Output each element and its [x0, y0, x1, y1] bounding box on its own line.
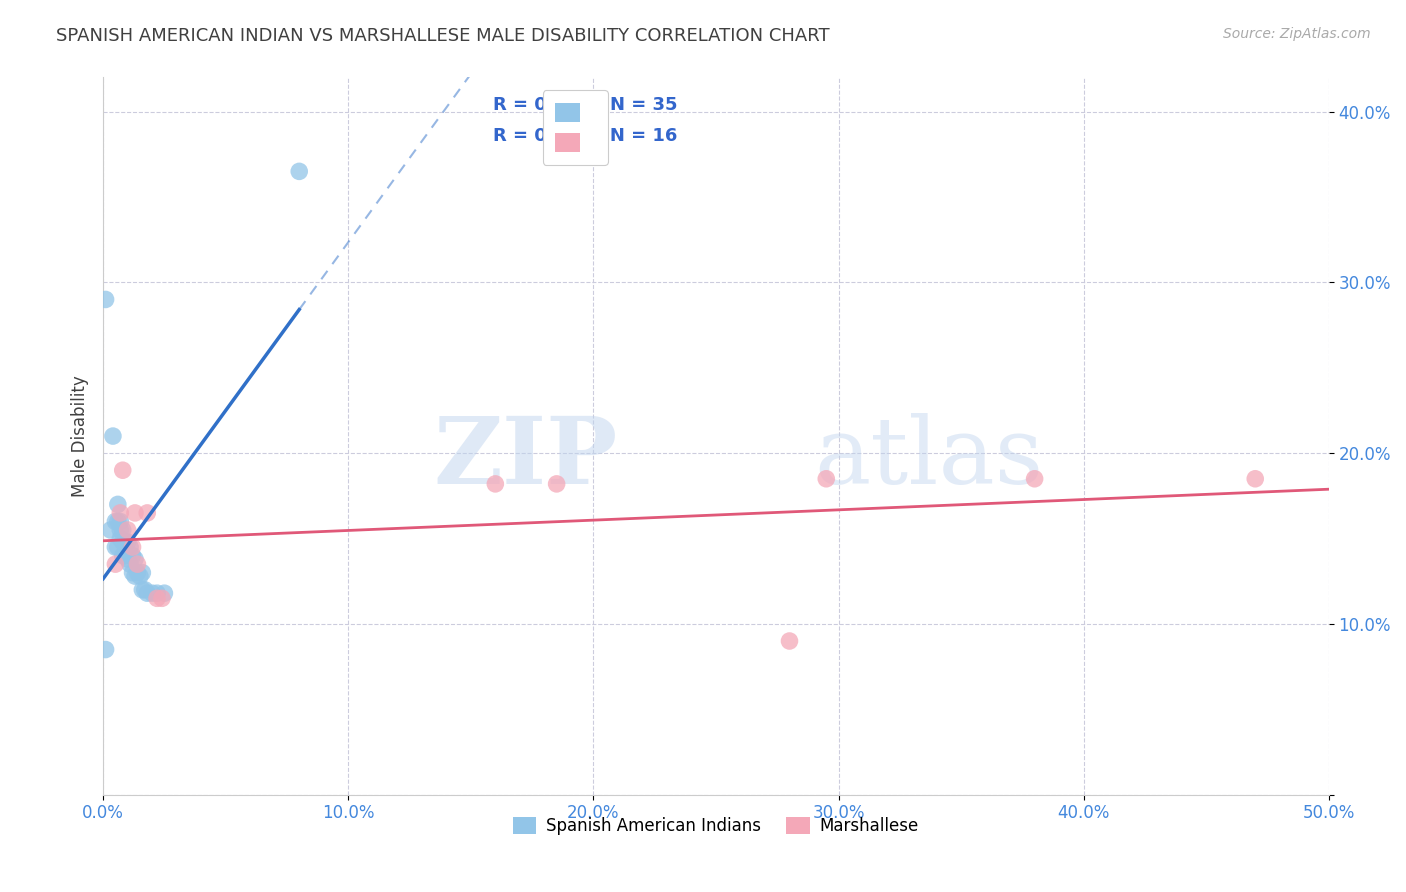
Legend: Spanish American Indians, Marshallese: Spanish American Indians, Marshallese [505, 809, 927, 844]
Point [104, 540, 127, 554]
Point [117, 523, 139, 537]
Point [288, 164, 311, 178]
Point [100, 523, 122, 537]
Point [104, 515, 127, 529]
Point [1244, 472, 1267, 486]
Point [117, 535, 139, 549]
Point [146, 586, 169, 600]
Point [136, 506, 159, 520]
Text: atlas: atlas [814, 413, 1043, 502]
Point [124, 506, 146, 520]
Point [94, 642, 117, 657]
Point [110, 506, 132, 520]
Point [110, 523, 132, 537]
Point [131, 566, 153, 580]
Point [127, 557, 149, 571]
Point [124, 552, 146, 566]
Point [110, 515, 132, 529]
Point [111, 549, 134, 563]
Text: R = 0.438   N = 35: R = 0.438 N = 35 [494, 95, 678, 113]
Text: ZIP: ZIP [433, 413, 617, 502]
Point [1024, 472, 1046, 486]
Point [110, 532, 132, 546]
Point [121, 549, 143, 563]
Point [484, 476, 506, 491]
Point [546, 476, 568, 491]
Point [153, 586, 176, 600]
Y-axis label: Male Disability: Male Disability [72, 376, 89, 497]
Text: SPANISH AMERICAN INDIAN VS MARSHALLESE MALE DISABILITY CORRELATION CHART: SPANISH AMERICAN INDIAN VS MARSHALLESE M… [56, 27, 830, 45]
Point [141, 586, 163, 600]
Text: Source: ZipAtlas.com: Source: ZipAtlas.com [1223, 27, 1371, 41]
Point [129, 569, 152, 583]
Point [815, 472, 838, 486]
Point [121, 566, 143, 580]
Point [146, 591, 169, 606]
Point [94, 293, 117, 307]
Text: R = 0.431   N = 16: R = 0.431 N = 16 [494, 128, 678, 145]
Point [111, 523, 134, 537]
Point [114, 535, 136, 549]
Point [107, 515, 129, 529]
Point [101, 429, 124, 443]
Point [150, 591, 173, 606]
Point [111, 463, 134, 477]
Point [117, 552, 139, 566]
Point [779, 634, 801, 648]
Point [111, 535, 134, 549]
Point [134, 582, 156, 597]
Point [107, 540, 129, 554]
Point [107, 497, 129, 511]
Point [120, 540, 142, 554]
Point [131, 582, 153, 597]
Point [104, 557, 127, 571]
Point [127, 566, 149, 580]
Point [114, 549, 136, 563]
Point [121, 540, 143, 554]
Point [136, 586, 159, 600]
Point [124, 569, 146, 583]
Point [120, 557, 142, 571]
